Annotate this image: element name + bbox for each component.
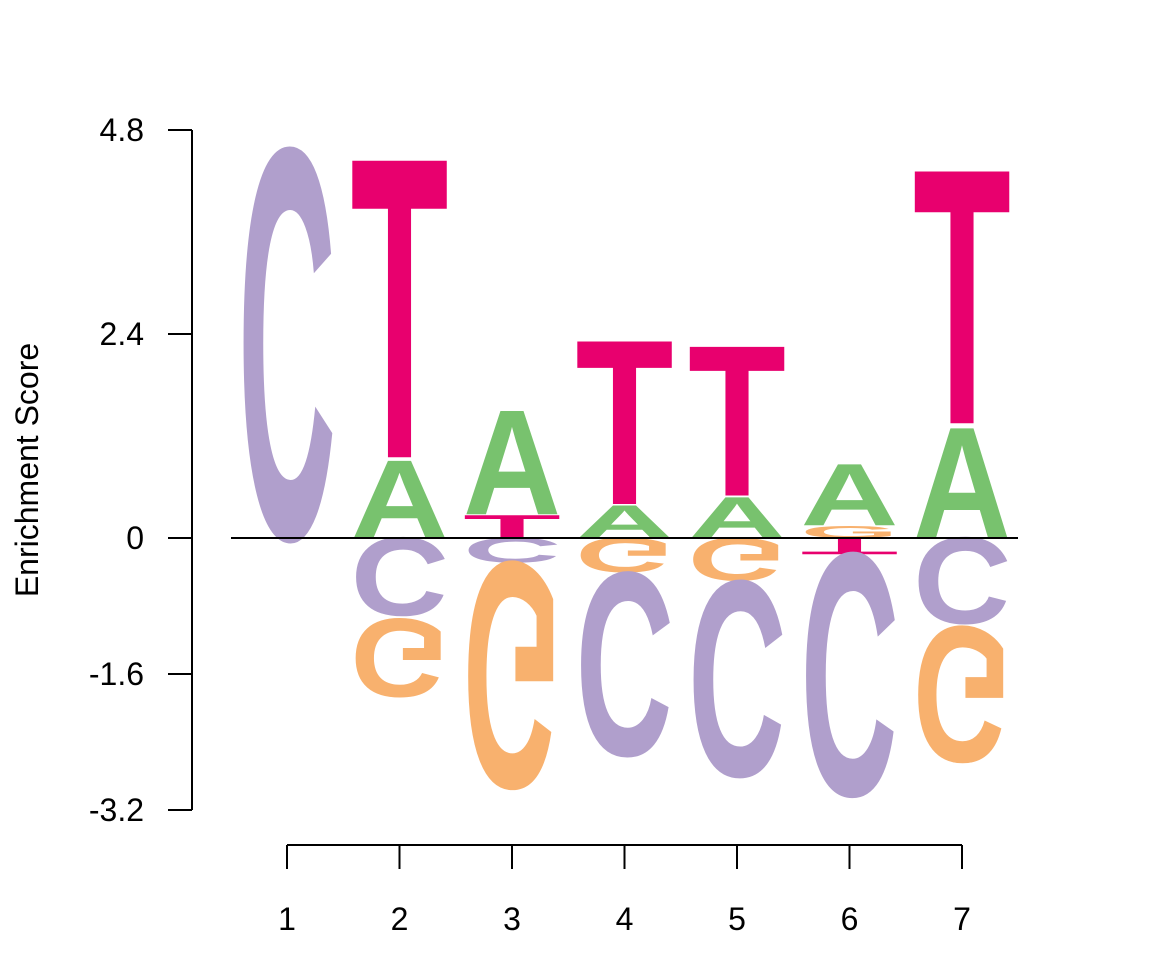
logo-letter-A: A bbox=[463, 380, 561, 547]
y-tick-label: 2.4 bbox=[100, 316, 144, 352]
logo-letter-G: G bbox=[913, 586, 1011, 803]
logo-letter-C: C bbox=[351, 514, 449, 639]
svg-text:C: C bbox=[688, 522, 786, 837]
svg-text:C: C bbox=[913, 511, 1011, 650]
logo-letter-G: G bbox=[463, 494, 561, 857]
logo-letter-C: C bbox=[688, 522, 786, 837]
logo-stack-pos-1: C bbox=[238, 32, 336, 657]
x-tick-label: 4 bbox=[616, 901, 634, 937]
logo-letter-C: C bbox=[575, 517, 673, 811]
logo-letter-G: G bbox=[351, 594, 449, 719]
y-axis: 4.8 2.4 0 -1.6 -3.2 bbox=[89, 112, 193, 828]
logo-letter-G: G bbox=[576, 527, 674, 582]
svg-text:A: A bbox=[576, 495, 674, 548]
logo-letter-C: C bbox=[463, 530, 561, 570]
y-tick-label: 4.8 bbox=[100, 112, 144, 148]
svg-text:G: G bbox=[351, 594, 449, 719]
x-axis: 1 2 3 4 5 6 7 bbox=[278, 844, 971, 937]
logo-letter-T: T bbox=[688, 301, 786, 542]
svg-text:T: T bbox=[913, 92, 1011, 501]
logo-letter-C: C bbox=[800, 480, 898, 869]
logo-letter-C: C bbox=[238, 32, 336, 657]
logo-letter-G: G bbox=[688, 525, 786, 594]
logo-letter-A: A bbox=[688, 485, 786, 551]
svg-text:T: T bbox=[576, 290, 674, 554]
svg-text:A: A bbox=[351, 437, 449, 562]
x-tick-label: 7 bbox=[953, 901, 971, 937]
logo-letter-A: A bbox=[801, 446, 899, 545]
logo-letter-T: T bbox=[351, 68, 449, 549]
x-tick-label: 1 bbox=[278, 901, 296, 937]
logo-letter-A: A bbox=[576, 495, 674, 548]
svg-text:T: T bbox=[688, 301, 786, 542]
x-tick-label: 3 bbox=[503, 901, 521, 937]
svg-text:C: C bbox=[463, 530, 561, 570]
svg-text:C: C bbox=[238, 32, 336, 657]
svg-text:G: G bbox=[913, 586, 1011, 803]
logo-letter-T: T bbox=[576, 290, 674, 554]
svg-text:A: A bbox=[801, 446, 899, 545]
y-tick-label: -3.2 bbox=[89, 792, 144, 828]
svg-text:C: C bbox=[575, 517, 673, 811]
svg-text:C: C bbox=[351, 514, 449, 639]
y-tick-label: 0 bbox=[126, 520, 144, 556]
x-tick-label: 2 bbox=[391, 901, 409, 937]
logo-letter-C: C bbox=[913, 511, 1011, 650]
y-tick-label: -1.6 bbox=[89, 656, 144, 692]
logo-letter-A: A bbox=[351, 437, 449, 562]
svg-text:A: A bbox=[913, 395, 1011, 573]
svg-text:G: G bbox=[688, 525, 786, 594]
logo-letter-T: T bbox=[913, 92, 1011, 501]
y-axis-title: Enrichment Score bbox=[9, 343, 45, 597]
svg-text:G: G bbox=[463, 494, 561, 857]
svg-text:A: A bbox=[463, 380, 561, 547]
x-tick-label: 6 bbox=[841, 901, 859, 937]
svg-text:T: T bbox=[351, 68, 449, 549]
svg-text:G: G bbox=[576, 527, 674, 582]
x-tick-label: 5 bbox=[728, 901, 746, 937]
svg-text:A: A bbox=[688, 485, 786, 551]
logo-letter-A: A bbox=[913, 395, 1011, 573]
svg-text:C: C bbox=[800, 480, 898, 869]
